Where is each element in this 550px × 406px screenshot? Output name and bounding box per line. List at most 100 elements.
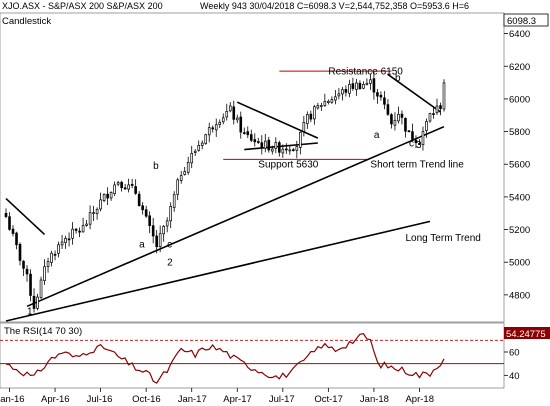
candle-body bbox=[313, 106, 316, 120]
candle-body bbox=[376, 92, 379, 97]
candle-body bbox=[99, 199, 102, 210]
annotation-label: Short term Trend line bbox=[370, 160, 464, 171]
candle-body bbox=[179, 175, 183, 181]
price-axis-ticks: 4800 5000 5200 5400 5600 5800 6000 6200 6400 bbox=[504, 29, 530, 301]
price-tick-label: 5400 bbox=[509, 192, 530, 203]
price-panel-frame bbox=[0, 12, 505, 323]
rsi-panel-frame bbox=[0, 322, 505, 389]
annotation-label: b bbox=[395, 73, 401, 84]
candle-body bbox=[162, 225, 165, 235]
candle-body bbox=[106, 193, 109, 199]
candle-body bbox=[418, 143, 421, 145]
candle-body bbox=[362, 84, 365, 89]
candle-body bbox=[200, 142, 204, 146]
candle-body bbox=[218, 121, 222, 125]
rsi-series: 40 60 bbox=[0, 333, 520, 384]
x-tick-label: Jan-18 bbox=[360, 394, 389, 405]
annotation-label: c bbox=[409, 138, 414, 149]
candle-body bbox=[204, 134, 208, 144]
annotation-label: b bbox=[153, 161, 159, 172]
candle-body bbox=[116, 182, 120, 185]
candle-body bbox=[414, 139, 418, 144]
candle-body bbox=[18, 243, 22, 261]
candle-body bbox=[256, 141, 260, 143]
candle-body bbox=[344, 88, 348, 93]
candle-body bbox=[165, 220, 169, 227]
candle-body bbox=[127, 184, 130, 190]
candle-body bbox=[239, 116, 243, 133]
x-tick-label: Apr-18 bbox=[405, 394, 434, 405]
candle-body bbox=[46, 261, 50, 267]
candle-body bbox=[281, 148, 285, 154]
x-tick-label: Apr-17 bbox=[223, 394, 252, 405]
candle-body bbox=[176, 179, 180, 195]
candle-body bbox=[32, 295, 36, 309]
rsi-label: The RSI(14 70 30) bbox=[4, 326, 82, 337]
candle-body bbox=[169, 206, 172, 222]
annotation-label: 2 bbox=[167, 257, 173, 268]
candle-body bbox=[232, 106, 236, 120]
candle-body bbox=[43, 266, 46, 281]
candle-body bbox=[260, 142, 264, 149]
candle-body bbox=[306, 114, 309, 124]
price-tick-label: 5000 bbox=[509, 258, 530, 269]
candle-body bbox=[242, 132, 246, 134]
x-tick-label: Jul-17 bbox=[269, 394, 295, 405]
candle-body bbox=[22, 260, 25, 269]
last-rsi-label: 54.24775 bbox=[506, 329, 546, 340]
triangle-top-line bbox=[236, 101, 319, 139]
candle-body bbox=[151, 225, 155, 237]
candle-body bbox=[71, 228, 74, 239]
candle-body bbox=[158, 233, 162, 247]
candle-body bbox=[8, 216, 11, 230]
candle-body bbox=[113, 184, 116, 194]
candle-body bbox=[393, 119, 397, 126]
x-tick-label: Apr-16 bbox=[41, 394, 70, 405]
candle-body bbox=[197, 145, 201, 151]
candle-body bbox=[292, 149, 295, 151]
candle-body bbox=[407, 130, 411, 133]
candle-body bbox=[36, 296, 39, 309]
candle-body bbox=[386, 104, 390, 115]
candle-body bbox=[253, 139, 257, 143]
last-rsi-box bbox=[504, 327, 550, 339]
short-term-trend-line bbox=[26, 125, 445, 308]
candle-body bbox=[25, 268, 29, 275]
annotation-label: Resistance 6150 bbox=[328, 66, 403, 77]
x-tick-label: Oct-16 bbox=[132, 394, 161, 405]
candle-body bbox=[148, 215, 151, 226]
price-tick-label: 6000 bbox=[509, 94, 530, 105]
annotation-label: a bbox=[139, 240, 145, 251]
triangle-bottom-line bbox=[244, 142, 318, 151]
candle-body bbox=[64, 237, 67, 243]
candle-body bbox=[144, 209, 148, 217]
candle-body bbox=[29, 273, 32, 296]
candle-body bbox=[355, 82, 358, 90]
trend-lines bbox=[5, 70, 445, 322]
candle-body bbox=[141, 205, 144, 211]
rsi-tick-label: 60 bbox=[509, 348, 520, 359]
price-tick-label: 5800 bbox=[509, 127, 530, 138]
candle-body bbox=[404, 117, 407, 132]
candle-body bbox=[53, 253, 57, 256]
candle-body bbox=[221, 117, 225, 123]
candle-body bbox=[137, 193, 141, 206]
candle-body bbox=[249, 134, 253, 141]
candlesticks bbox=[4, 71, 446, 313]
candle-body bbox=[134, 186, 137, 194]
x-tick-label: Jan-17 bbox=[178, 394, 207, 405]
candle-body bbox=[186, 162, 190, 173]
candle-body bbox=[85, 223, 88, 226]
candle-body bbox=[372, 78, 376, 93]
candle-body bbox=[320, 105, 323, 107]
candle-body bbox=[288, 149, 292, 152]
rsi-tick-label: 40 bbox=[509, 371, 520, 382]
candle-body bbox=[397, 114, 400, 122]
candle-body bbox=[102, 193, 106, 202]
annotation-label: 1 bbox=[27, 306, 33, 317]
candle-body bbox=[39, 279, 43, 298]
candle-body bbox=[365, 82, 369, 85]
candle-body bbox=[341, 89, 344, 95]
annotation-label: c bbox=[167, 240, 172, 251]
candle-body bbox=[390, 114, 393, 125]
